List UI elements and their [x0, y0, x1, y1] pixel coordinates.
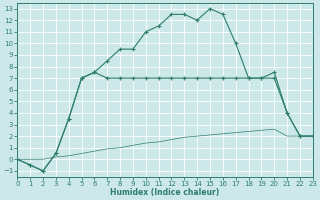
X-axis label: Humidex (Indice chaleur): Humidex (Indice chaleur)	[110, 188, 220, 197]
